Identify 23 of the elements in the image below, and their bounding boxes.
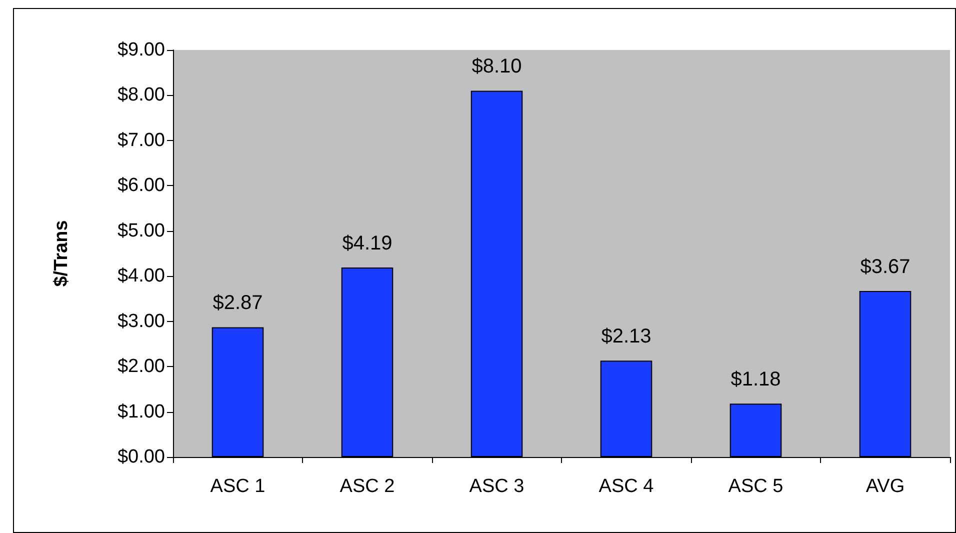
y-tick-label: $4.00 [117, 266, 165, 287]
data-label: $2.13 [601, 326, 652, 348]
x-tick-label: AVG [866, 476, 905, 497]
y-tick-label: $2.00 [117, 356, 165, 378]
y-tick-label: $6.00 [117, 175, 165, 196]
y-tick-label: $8.00 [117, 84, 165, 106]
x-tick-label: ASC 5 [728, 476, 784, 497]
y-tick-label: $1.00 [117, 401, 165, 422]
x-tick-label: ASC 2 [340, 476, 395, 497]
data-label: $1.18 [730, 368, 781, 391]
y-tick-label: $9.00 [117, 40, 165, 60]
data-label: $4.19 [342, 232, 392, 255]
y-tick-label: $3.00 [117, 310, 165, 332]
x-tick-label: ASC 4 [598, 476, 654, 497]
data-label: $2.87 [212, 292, 263, 314]
data-label: $3.67 [860, 256, 910, 278]
data-label: $8.10 [472, 56, 522, 78]
y-tick-label: $5.00 [117, 220, 165, 242]
y-tick-label: $0.00 [117, 446, 165, 468]
y-tick-label: $7.00 [117, 130, 165, 151]
y-axis-title: $/Trans [51, 220, 72, 287]
x-tick-label: ASC 3 [469, 476, 524, 497]
x-tick-label: ASC 1 [210, 476, 266, 497]
